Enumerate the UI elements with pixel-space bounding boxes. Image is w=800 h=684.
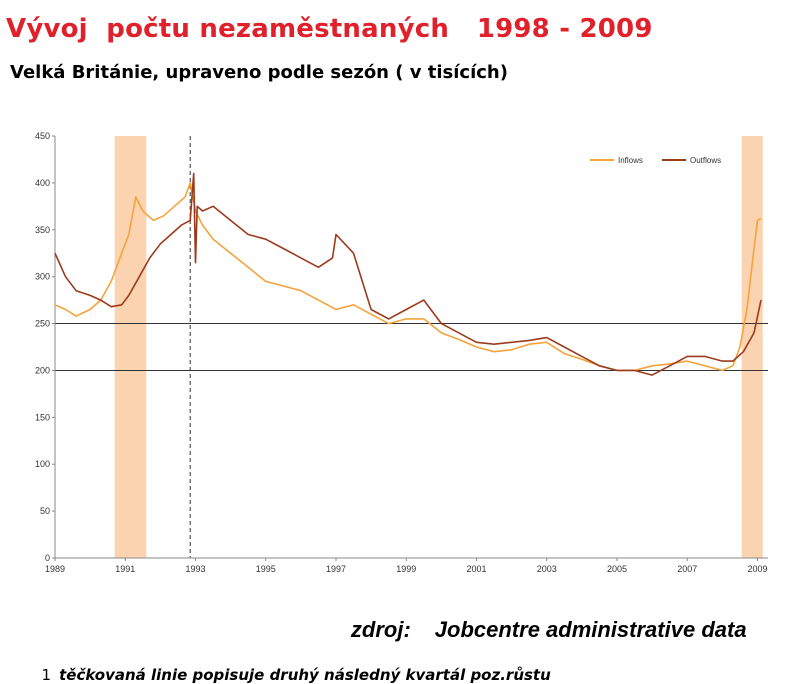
source-note: zdroj: Jobcentre administrative data	[342, 599, 747, 643]
y-tick-label: 100	[35, 459, 50, 469]
x-tick-label: 1991	[115, 564, 135, 574]
footnote: 1 těčkovaná linie popisuje druhý následný…	[32, 648, 551, 684]
x-tick-label: 1999	[396, 564, 416, 574]
y-tick-label: 50	[40, 506, 50, 516]
recession-band-1	[114, 136, 147, 558]
x-tick-label: 1995	[256, 564, 276, 574]
legend-label-outflows: Outflows	[690, 156, 721, 165]
source-value: Jobcentre administrative data	[434, 617, 747, 642]
inflows-line	[54, 182, 762, 372]
legend-label-inflows: Inflows	[618, 156, 643, 165]
x-tick-label: 1993	[185, 564, 205, 574]
x-tick-label: 1989	[45, 564, 65, 574]
chart: 0 50 100 150 200 250 300 350 400 450 1989 1991 1993 1…	[35, 131, 768, 574]
y-tick-label: 400	[35, 178, 50, 188]
outflows-line	[54, 172, 762, 376]
x-tick-label: 2005	[607, 564, 627, 574]
page-title: Vývoj počtu nezaměstnaných 1998 - 2009	[6, 14, 653, 44]
source-label: zdroj:	[350, 617, 411, 642]
recession-band-2	[741, 136, 763, 558]
y-tick-label: 200	[35, 365, 50, 375]
x-tick-label: 1997	[326, 564, 346, 574]
y-tick-label: 0	[45, 553, 50, 563]
footnote-marker: 1	[41, 666, 52, 684]
y-tick-label: 450	[35, 131, 50, 141]
y-tick-label: 150	[35, 412, 50, 422]
x-tick-label: 2009	[747, 564, 767, 574]
x-tick-label: 2003	[537, 564, 557, 574]
y-tick-label: 350	[35, 225, 50, 235]
footnote-text: těčkovaná linie popisuje druhý následný …	[59, 666, 551, 684]
x-tick-label: 2001	[466, 564, 486, 574]
y-tick-label: 300	[35, 272, 50, 282]
y-tick-label: 250	[35, 319, 50, 329]
x-tick-label: 2007	[677, 564, 697, 574]
page-subtitle: Velká Británie, upraveno podle sezón ( v…	[10, 62, 508, 83]
